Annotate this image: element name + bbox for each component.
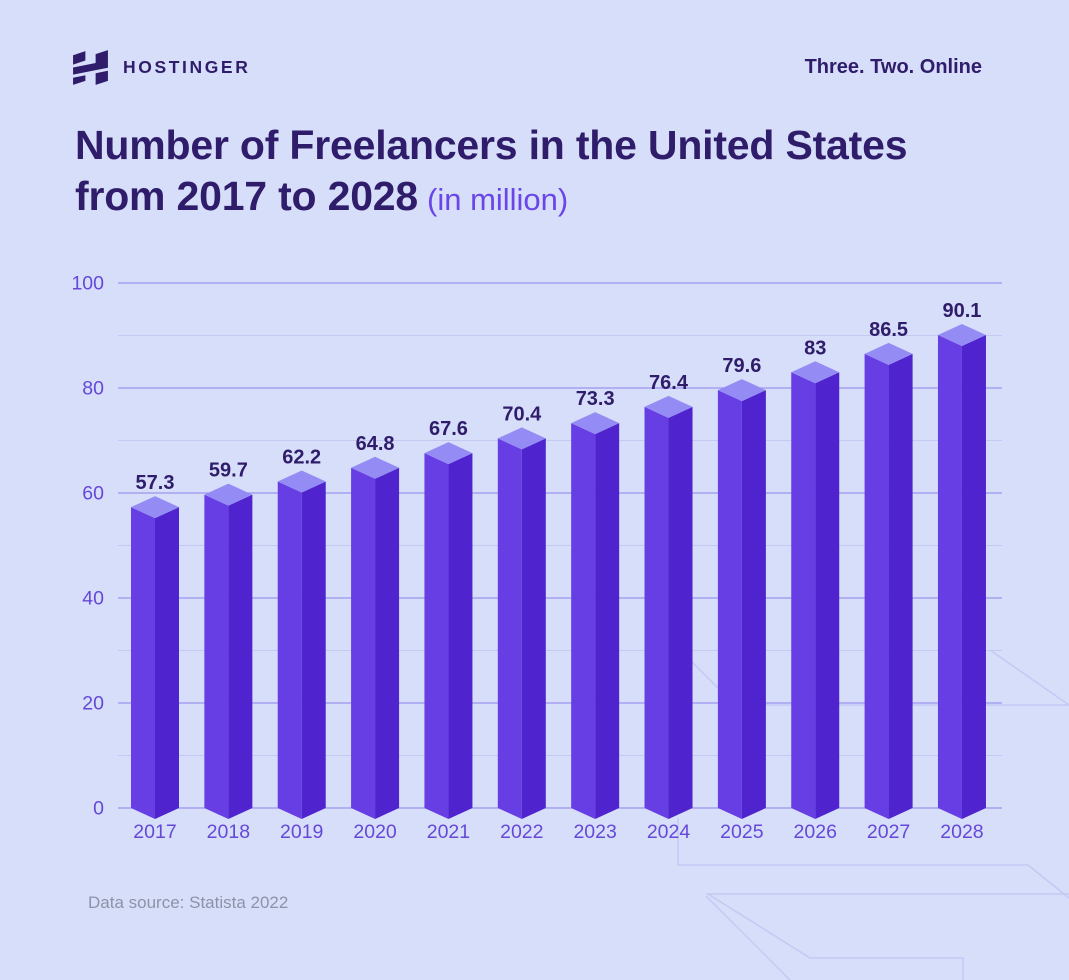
bar-top-face [791,361,840,384]
background-pattern-line [989,649,1069,706]
bar-left-face [864,353,889,819]
hostinger-logo-icon [73,50,108,85]
bar-top-face [277,470,326,493]
bar-group-2026: 83 2026 [791,337,840,843]
background-pattern-line [677,818,1069,899]
bar-group-2017: 57.3 2017 [131,472,179,843]
gridlines: 0 20 40 60 80 100 [71,273,1002,820]
bar-left-face [351,467,376,819]
x-axis-label: 2019 [280,821,323,843]
bar-value-label: 59.7 [209,460,248,482]
y-axis-label: 80 [82,378,104,400]
bar-group-2028: 90.1 2028 [937,300,986,843]
bar-top-face [497,427,546,450]
bar-group-2020: 64.8 2020 [351,433,400,843]
bar-left-face [204,494,229,819]
bar-value-label: 73.3 [576,388,615,410]
x-axis-label: 2021 [427,821,470,843]
bar-group-2018: 59.7 2018 [204,460,253,843]
bar-right-face [961,334,986,819]
bar-value-label: 90.1 [942,300,981,322]
background-pattern-line [705,895,791,980]
bar-right-face [155,507,179,819]
bar-value-label: 67.6 [429,418,468,440]
bar-group-2024: 76.4 2024 [644,372,693,843]
chart-title-line1: Number of Freelancers in the United Stat… [75,122,908,168]
bar-left-face [937,334,962,819]
brand-name: HOSTINGER [123,57,251,77]
bar-top-face [571,412,620,435]
bar-value-label: 76.4 [649,372,689,394]
bar-top-face [717,379,766,402]
bar-value-label: 70.4 [502,403,542,425]
bar-top-face [864,342,913,365]
data-source: Data source: Statista 2022 [88,893,289,912]
chart-title-line2: from 2017 to 2028 [75,173,418,219]
y-axis-label: 0 [93,798,104,820]
x-axis-label: 2027 [867,821,910,843]
bar-right-face [375,467,400,819]
bar-group-2019: 62.2 2019 [277,446,326,843]
bar-top-face [424,442,473,465]
x-axis-label: 2028 [940,821,983,843]
chart-title-unit: (in million) [427,182,569,217]
bar-top-face [351,456,400,479]
bar-left-face [644,406,669,819]
y-axis-label: 60 [82,483,104,505]
bar-value-label: 62.2 [282,446,321,468]
bar-top-face [937,323,986,346]
x-axis-label: 2018 [207,821,250,843]
bar-left-face [497,438,522,819]
x-axis-label: 2020 [353,821,397,843]
bar-group-2021: 67.6 2021 [424,418,473,843]
y-axis-label: 40 [82,588,104,610]
bar-group-2027: 86.5 2027 [864,319,913,843]
bar-right-face [815,372,840,819]
y-axis-label: 20 [82,693,104,715]
bar-top-face [131,496,179,519]
bar-right-face [228,494,253,819]
header: HOSTINGER Three. Two. Online [70,48,982,87]
bar-value-label: 83 [804,337,826,359]
background-pattern-line [705,893,1069,980]
bar-group-2023: 73.3 2023 [571,388,620,843]
bar-left-face [131,507,155,819]
brand-lockup: HOSTINGER [70,48,250,87]
bar-left-face [424,453,449,819]
bar-right-face [888,353,913,819]
bar-top-face [204,483,253,506]
bar-right-face [668,406,693,819]
brand-tagline: Three. Two. Online [804,56,982,78]
x-axis-label: 2024 [647,821,691,843]
bar-group-2022: 70.4 2022 [497,403,546,843]
bar-value-label: 79.6 [722,355,761,377]
bar-right-face [301,481,326,819]
bar-left-face [791,372,816,819]
x-axis-label: 2022 [500,821,543,843]
bar-value-label: 57.3 [136,472,175,494]
x-axis-label: 2025 [720,821,764,843]
bar-value-label: 64.8 [356,433,395,455]
bar-top-face [644,395,693,418]
x-axis-label: 2026 [794,821,837,843]
x-axis-label: 2023 [573,821,616,843]
bar-left-face [717,390,742,819]
y-axis-label: 100 [71,273,104,295]
x-axis-label: 2017 [133,821,176,843]
bar-group-2025: 79.6 2025 [717,355,766,843]
bar-right-face [448,453,473,819]
bar-value-label: 86.5 [869,319,908,341]
bar-right-face [595,423,620,819]
bar-right-face [521,438,546,819]
bar-left-face [571,423,596,819]
chart-title: Number of Freelancers in the United Stat… [75,120,1009,225]
bar-left-face [277,481,302,819]
bar-right-face [741,390,766,819]
